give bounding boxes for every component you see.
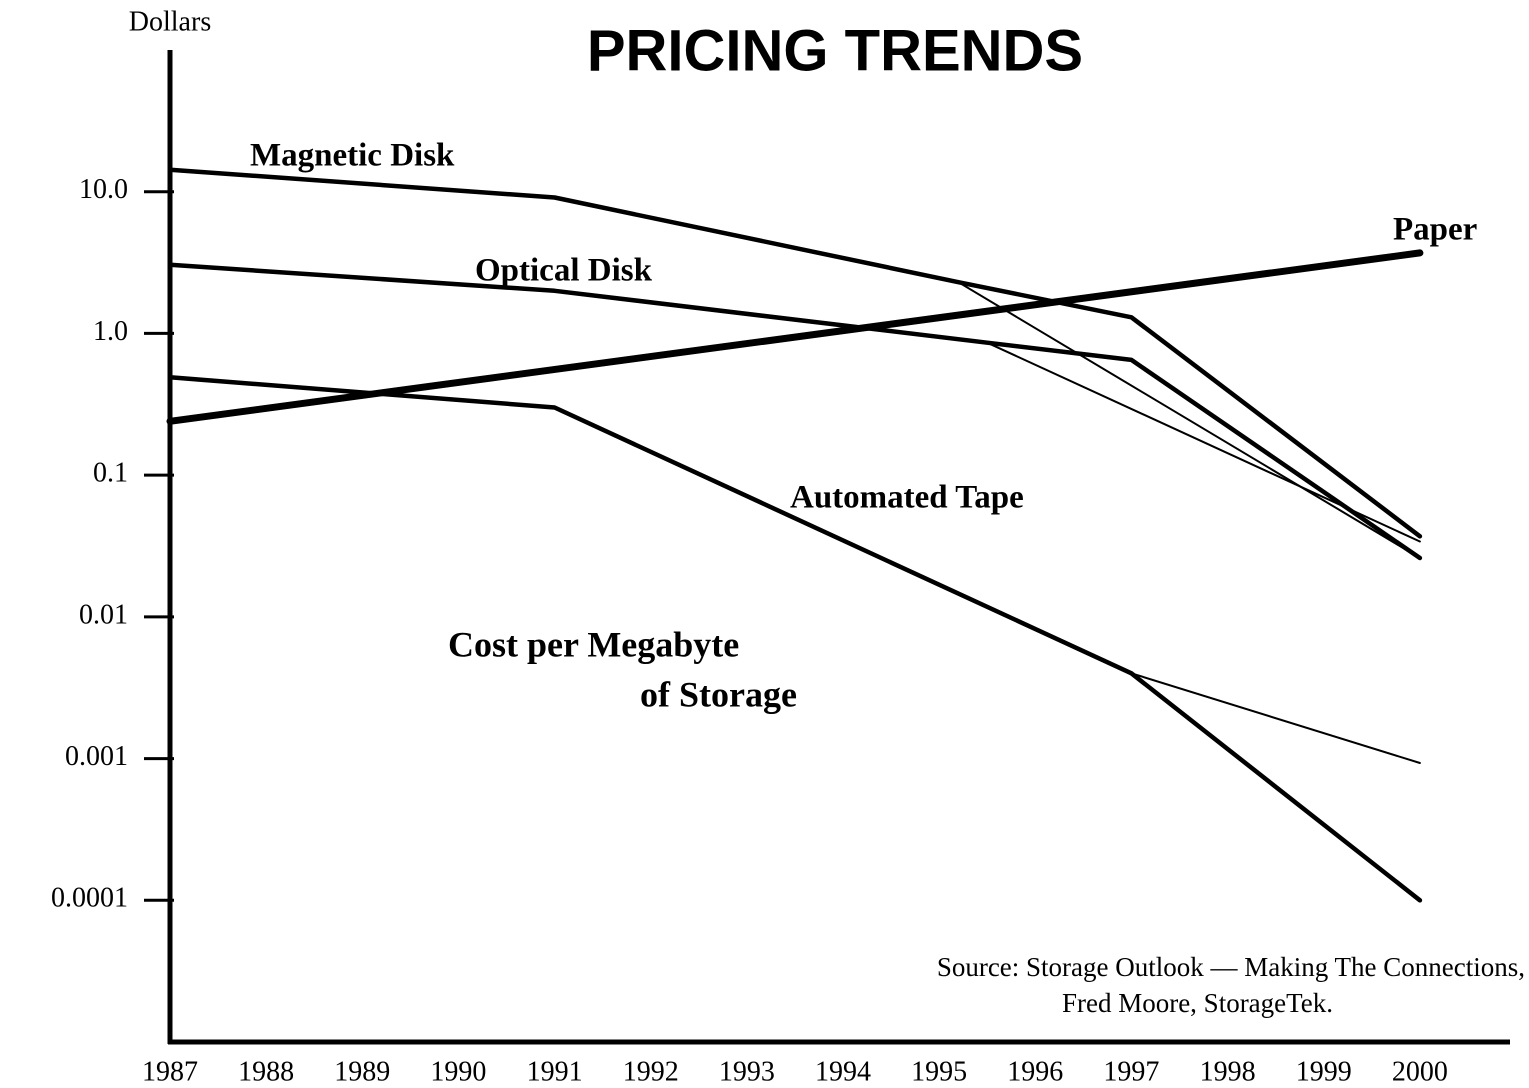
x-tick-label: 1999 xyxy=(1296,1056,1352,1087)
series-line xyxy=(1130,672,1421,764)
y-tick-label: 0.01 xyxy=(79,599,128,630)
x-tick-label: 1987 xyxy=(142,1056,198,1087)
x-tick-label: 1992 xyxy=(623,1056,679,1087)
series-label: Magnetic Disk xyxy=(250,138,455,174)
y-tick-label: 10.0 xyxy=(79,174,128,205)
x-tick-label: 1989 xyxy=(334,1056,390,1087)
x-tick-label: 1995 xyxy=(911,1056,967,1087)
series-label: Optical Disk xyxy=(475,253,653,289)
source-note: Source: Storage Outlook — Making The Con… xyxy=(937,952,1525,982)
series-label: Paper xyxy=(1393,212,1477,248)
x-tick-label: 2000 xyxy=(1392,1056,1448,1087)
x-tick-label: 1990 xyxy=(430,1056,486,1087)
y-tick-label: 0.001 xyxy=(65,741,128,772)
x-tick-label: 1998 xyxy=(1200,1056,1256,1087)
y-tick-label: 1.0 xyxy=(93,316,128,347)
x-tick-label: 1994 xyxy=(815,1056,871,1087)
chart-title: PRICING TRENDS xyxy=(587,18,1083,83)
x-tick-label: 1988 xyxy=(238,1056,294,1087)
y-axis-label: Dollars xyxy=(129,6,211,37)
x-tick-label: 1997 xyxy=(1103,1056,1159,1087)
y-tick-label: 0.0001 xyxy=(51,883,128,914)
x-tick-label: 1993 xyxy=(719,1056,775,1087)
annotation: of Storage xyxy=(640,674,797,714)
x-tick-label: 1996 xyxy=(1007,1056,1063,1087)
series-line xyxy=(986,341,1421,543)
x-tick-label: 1991 xyxy=(527,1056,583,1087)
series-line xyxy=(957,281,1421,559)
series-label: Automated Tape xyxy=(790,480,1024,516)
series-line xyxy=(166,249,1424,425)
source-note: Fred Moore, StorageTek. xyxy=(1062,988,1333,1018)
y-tick-label: 0.1 xyxy=(93,458,128,489)
annotation: Cost per Megabyte xyxy=(448,624,739,664)
